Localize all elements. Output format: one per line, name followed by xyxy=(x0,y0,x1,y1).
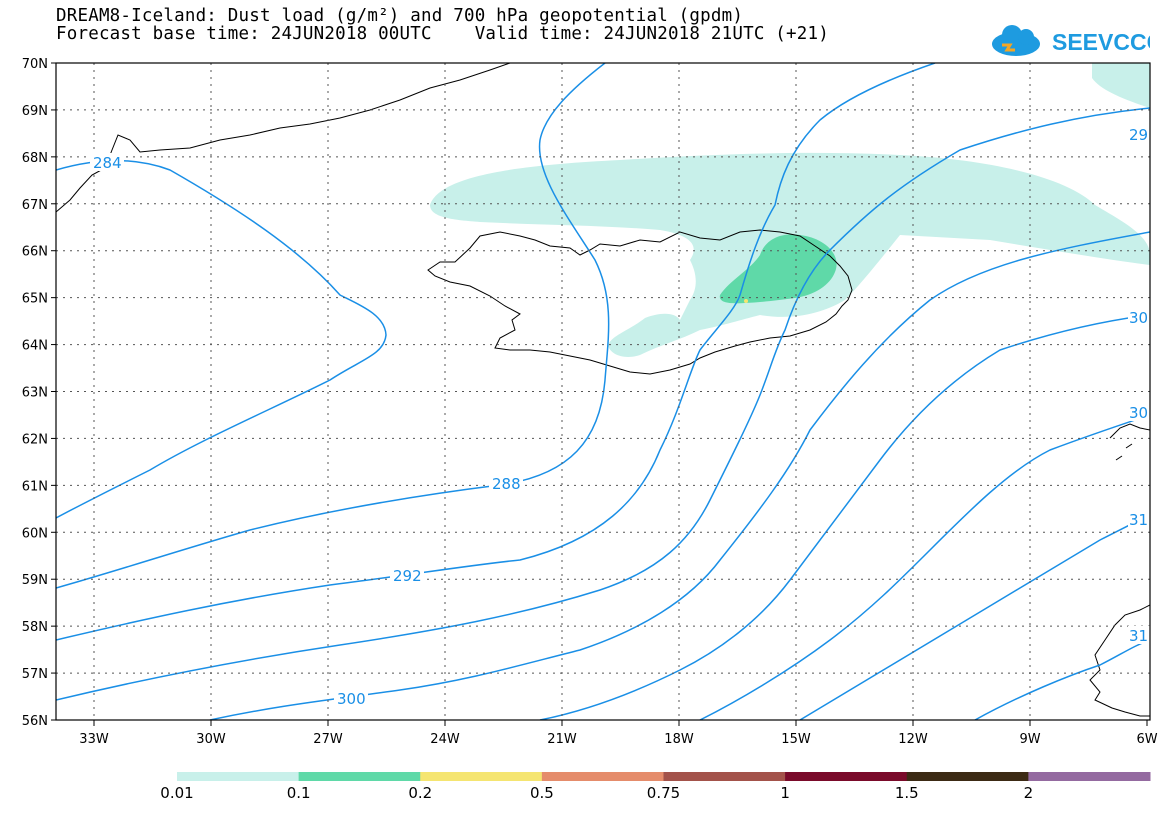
contour-labels: 284 288 292 300 29 30 30 31 31 xyxy=(90,125,1150,708)
lat-tick-label: 70N xyxy=(22,57,48,72)
lat-tick-label: 61N xyxy=(22,479,48,494)
colorbar-swatch xyxy=(298,772,421,781)
contour-296 xyxy=(56,107,1150,701)
lon-tick-label: 24W xyxy=(430,732,460,747)
dust-area-arctic xyxy=(1092,63,1150,108)
colorbar-level-label: 0.75 xyxy=(646,784,681,802)
graticule-grid xyxy=(56,63,1150,720)
lat-tick-label: 69N xyxy=(22,104,48,119)
contour-312 xyxy=(799,514,1150,720)
contour-label: 30 xyxy=(1129,309,1148,327)
colorbar xyxy=(177,772,1151,781)
colorbar-swatch xyxy=(785,772,908,781)
contour-label: 31 xyxy=(1129,627,1148,645)
lat-tick-label: 59N xyxy=(22,573,48,588)
colorbar-swatch xyxy=(420,772,543,781)
axes: 33W 30W 27W 24W 21W 18W 15W 12W 9W 6W 70N 69N 68N 67N… xyxy=(22,57,1158,747)
lon-tick-label: 15W xyxy=(781,732,811,747)
colorbar-level-label: 0.01 xyxy=(160,784,194,802)
coastlines xyxy=(56,63,1150,717)
colorbar-swatch xyxy=(1028,772,1151,781)
map-title: DREAM8-Iceland: Dust load (g/m²) and 700… xyxy=(56,6,744,26)
lon-tick-label: 9W xyxy=(1019,732,1040,747)
lat-tick-label: 63N xyxy=(22,386,48,401)
contour-label: 284 xyxy=(93,154,122,172)
lon-tick-label: 33W xyxy=(79,732,109,747)
geopotential-contours xyxy=(56,63,1150,720)
contour-304 xyxy=(539,314,1150,720)
scotland-coastline xyxy=(1089,604,1150,717)
lat-tick-label: 57N xyxy=(22,667,48,682)
lon-tick-label: 27W xyxy=(313,732,343,747)
dust-area-mid xyxy=(719,234,837,304)
contour-label: 29 xyxy=(1129,126,1148,144)
dust-area-high xyxy=(744,299,748,303)
contour-label: 300 xyxy=(337,690,366,708)
lat-tick-label: 62N xyxy=(22,432,48,447)
lon-tick-label: 12W xyxy=(898,732,928,747)
contour-300 xyxy=(209,231,1150,720)
lat-tick-label: 66N xyxy=(22,245,48,260)
forecast-time-line: Forecast base time: 24JUN2018 00UTC Vali… xyxy=(56,24,829,44)
contour-label: 288 xyxy=(492,475,521,493)
colorbar-swatch xyxy=(177,772,300,781)
contour-308 xyxy=(699,414,1150,720)
greenland-coastline xyxy=(56,63,511,213)
contour-288 xyxy=(56,63,610,589)
colorbar-swatch xyxy=(906,772,1029,781)
cloud-icon xyxy=(992,25,1040,56)
lat-tick-label: 60N xyxy=(22,526,48,541)
lon-tick-label: 6W xyxy=(1136,732,1157,747)
dust-load-layer xyxy=(430,63,1150,357)
iceland-coastline xyxy=(427,229,853,375)
lat-tick-label: 67N xyxy=(22,198,48,213)
colorbar-level-label: 2 xyxy=(1023,784,1034,802)
logo-text: SEEVCCC xyxy=(1052,29,1150,55)
colorbar-level-label: 0.5 xyxy=(529,784,554,802)
faroe-coastline xyxy=(1109,423,1150,461)
contour-292 xyxy=(56,63,936,641)
colorbar-level-label: 1 xyxy=(780,784,790,802)
lat-tick-label: 56N xyxy=(22,714,48,729)
lon-tick-label: 21W xyxy=(547,732,577,747)
lat-tick-label: 65N xyxy=(22,292,48,307)
contour-label: 292 xyxy=(393,567,422,585)
contour-316 xyxy=(974,639,1150,720)
lon-tick-label: 30W xyxy=(196,732,226,747)
contour-284 xyxy=(56,159,387,519)
contour-label: 30 xyxy=(1129,404,1148,422)
colorbar-swatch xyxy=(663,772,786,781)
colorbar-level-label: 1.5 xyxy=(894,784,919,802)
colorbar-swatch xyxy=(541,772,664,781)
lat-tick-label: 64N xyxy=(22,339,48,354)
lat-tick-label: 58N xyxy=(22,620,48,635)
lon-tick-label: 18W xyxy=(664,732,694,747)
seevccc-logo: SEEVCCC xyxy=(990,20,1163,60)
colorbar-level-label: 0.2 xyxy=(408,784,433,802)
contour-label: 31 xyxy=(1129,511,1148,529)
lat-tick-label: 68N xyxy=(22,151,48,166)
colorbar-level-label: 0.1 xyxy=(286,784,311,802)
